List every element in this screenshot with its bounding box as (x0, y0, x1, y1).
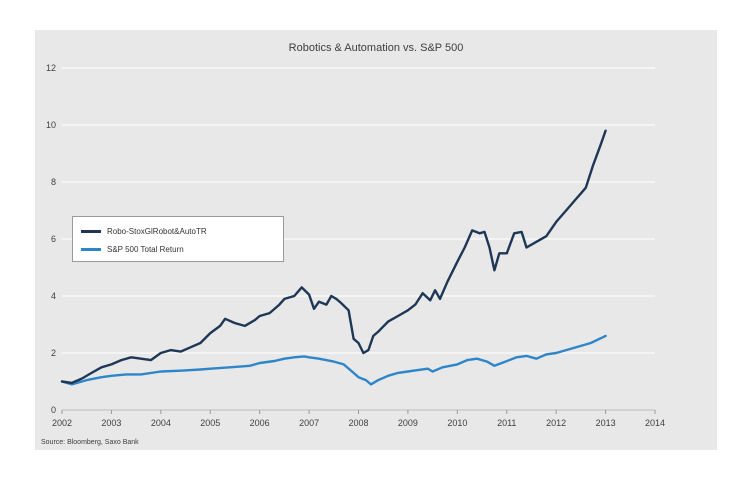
legend-swatch-robo (81, 229, 101, 233)
source-note: Source: Bloomberg, Saxo Bank (41, 439, 139, 446)
x-tick-label: 2003 (101, 418, 121, 428)
x-tick-label: 2005 (200, 418, 220, 428)
y-tick-label: 12 (46, 63, 56, 73)
x-tick-label: 2010 (447, 418, 467, 428)
y-tick-label: 10 (46, 120, 56, 130)
series-line-robo (60, 129, 607, 385)
y-tick-label: 6 (51, 234, 56, 244)
legend-item-sp500: S&P 500 Total Return (81, 242, 184, 256)
x-tick-label: 2013 (596, 418, 616, 428)
chart-title: Robotics & Automation vs. S&P 500 (289, 42, 464, 54)
x-tick-label: 2014 (645, 418, 665, 428)
chart-area: Robotics & Automation vs. S&P 500 0 2 4 6 8 1… (35, 30, 717, 450)
x-tick-label: 2008 (348, 418, 368, 428)
x-tick-label: 2004 (151, 418, 171, 428)
axes: 0 2 4 6 8 10 12 2002 2003 2004 2005 2006 2007 2008 200… (46, 63, 665, 428)
y-tick-label: 8 (51, 177, 56, 187)
legend-label-robo: Robo-StoxGlRobot&AutoTR (107, 226, 207, 236)
legend-swatch-sp500 (81, 247, 101, 251)
legend-label-sp500: S&P 500 Total Return (107, 244, 184, 254)
x-tick-label: 2011 (497, 418, 516, 428)
legend-item-robo: Robo-StoxGlRobot&AutoTR (81, 224, 207, 238)
y-tick-label: 0 (51, 405, 56, 415)
series-line-sp500 (60, 334, 607, 386)
y-tick-label: 2 (51, 348, 56, 358)
legend: Robo-StoxGlRobot&AutoTR S&P 500 Total Re… (72, 216, 284, 262)
y-tick-label: 4 (51, 291, 56, 301)
x-tick-label: 2007 (299, 418, 319, 428)
line-chart: Robotics & Automation vs. S&P 500 0 2 4 6 8 1… (46, 42, 665, 428)
x-tick-label: 2009 (398, 418, 418, 428)
x-tick-label: 2002 (52, 418, 72, 428)
x-tick-label: 2012 (546, 418, 566, 428)
x-tick-label: 2006 (250, 418, 270, 428)
series-lines (60, 129, 607, 386)
